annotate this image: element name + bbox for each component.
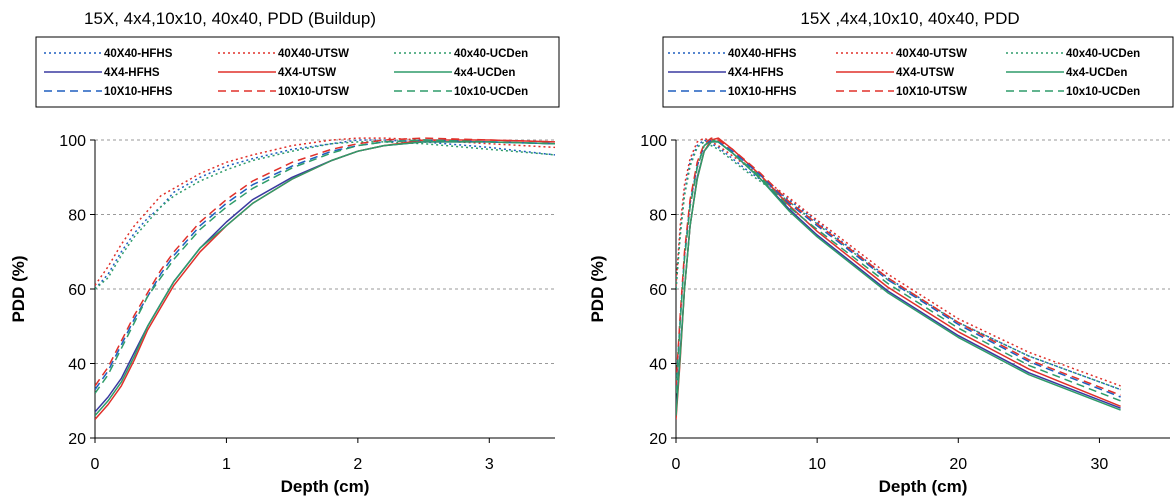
- legend-label: 40X40-UTSW: [896, 48, 967, 60]
- y-axis-label: PDD (%): [9, 255, 28, 322]
- series-line-40x40-utsw: [676, 137, 1121, 387]
- series-line-4x4-hfhs: [95, 141, 555, 413]
- series-line-10x10-hfhs: [676, 139, 1121, 398]
- legend-label: 40X40-HFHS: [104, 48, 173, 60]
- series-line-40x40-ucden: [676, 141, 1121, 391]
- series-line-10x10-utsw: [95, 137, 555, 387]
- chart-title: 15X ,4x4,10x10, 40x40, PDD: [800, 9, 1019, 28]
- y-tick-label: 60: [68, 282, 86, 299]
- gridlines: [95, 139, 555, 364]
- series-line-4x4-hfhs: [676, 141, 1121, 412]
- series-line-10x10-utsw: [676, 137, 1121, 396]
- series-line-10x10-hfhs: [95, 139, 555, 391]
- legend-label: 10X10-HFHS: [104, 86, 173, 98]
- y-tick-label: 80: [649, 208, 667, 225]
- y-tick-label: 80: [68, 208, 86, 225]
- y-tick-label: 100: [59, 133, 86, 150]
- legend: 40X40-HFHS 40X40-UTSW 40x40-UCDen 4X4-HFHS 4…: [662, 36, 1174, 108]
- legend-label: 40x40-UCDen: [454, 48, 528, 60]
- x-tick-label: 30: [1091, 456, 1109, 473]
- y-tick-label: 40: [649, 357, 667, 374]
- chart-title: 15X, 4x4,10x10, 40x40, PDD (Buildup): [84, 9, 376, 28]
- y-tick-label: 40: [68, 357, 86, 374]
- y-tick-label: 60: [649, 282, 667, 299]
- x-tick-label: 0: [91, 456, 100, 473]
- legend-label: 40X40-UTSW: [278, 48, 349, 60]
- gridlines: [676, 139, 1170, 364]
- legend-label: 4X4-HFHS: [728, 67, 784, 79]
- legend-box: [662, 36, 1174, 108]
- y-tick-label: 20: [649, 431, 667, 448]
- legend-label: 10X10-UTSW: [896, 86, 967, 98]
- series-line-40x40-ucden: [95, 141, 555, 290]
- legend-box: [35, 36, 560, 108]
- legend-label: 4X4-UTSW: [896, 67, 954, 79]
- legend-label: 4x4-UCDen: [1066, 67, 1127, 79]
- legend: 40X40-HFHS 40X40-UTSW 40x40-UCDen 4X4-HFHS 4…: [35, 36, 560, 108]
- y-tick-label: 20: [68, 431, 86, 448]
- x-tick-label: 1: [222, 456, 231, 473]
- x-tick-label: 0: [672, 456, 681, 473]
- series-group: [676, 137, 1121, 420]
- legend-label: 10x10-UCDen: [454, 86, 528, 98]
- legend-label: 10X10-HFHS: [728, 86, 797, 98]
- series-line-10x10-ucden: [676, 139, 1121, 402]
- legend-label: 4x4-UCDen: [454, 67, 515, 79]
- x-axis-label: Depth (cm): [281, 477, 370, 496]
- y-axis-label: PDD (%): [588, 255, 607, 322]
- series-line-4x4-ucden: [95, 141, 555, 417]
- series-line-4x4-utsw: [676, 137, 1121, 420]
- legend-label: 4X4-UTSW: [278, 67, 336, 79]
- x-tick-label: 20: [949, 456, 967, 473]
- series-line-40x40-hfhs: [676, 139, 1121, 391]
- y-tick-label: 100: [640, 133, 667, 150]
- series-line-4x4-utsw: [95, 139, 555, 420]
- x-tick-label: 3: [485, 456, 494, 473]
- series-line-40x40-hfhs: [95, 139, 555, 290]
- series-group: [95, 137, 555, 420]
- legend-label: 4X4-HFHS: [104, 67, 160, 79]
- legend-label: 40X40-HFHS: [728, 48, 797, 60]
- legend-label: 40x40-UCDen: [1066, 48, 1140, 60]
- chart-1: 15X, 4x4,10x10, 40x40, PDD (Buildup) 40X4…: [9, 9, 560, 496]
- series-line-40x40-utsw: [95, 137, 555, 286]
- x-axis-label: Depth (cm): [879, 477, 968, 496]
- x-tick-label: 2: [353, 456, 362, 473]
- legend-label: 10x10-UCDen: [1066, 86, 1140, 98]
- series-line-10x10-ucden: [95, 139, 555, 394]
- legend-label: 10X10-UTSW: [278, 86, 349, 98]
- x-tick-label: 10: [808, 456, 826, 473]
